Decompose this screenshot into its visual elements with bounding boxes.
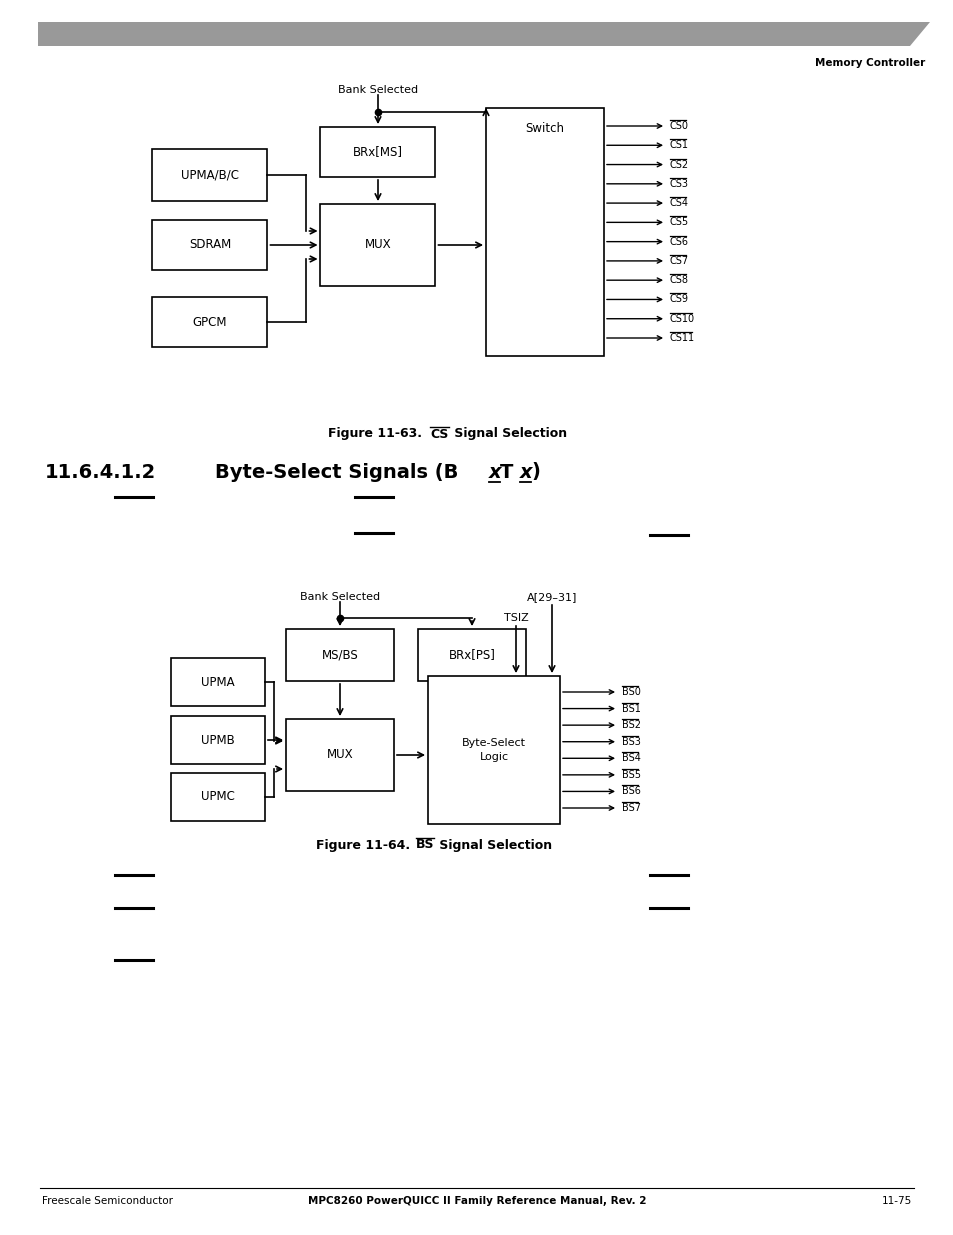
Text: Bank Selected: Bank Selected [299,592,379,601]
Text: BRx[PS]: BRx[PS] [448,648,495,662]
Text: x: x [519,462,532,482]
Text: CS11: CS11 [669,333,695,343]
Text: Figure 11-64.: Figure 11-64. [315,839,414,851]
Text: TSIZ: TSIZ [503,613,528,622]
Text: MUX: MUX [326,748,353,762]
Text: MPC8260 PowerQUICC II Family Reference Manual, Rev. 2: MPC8260 PowerQUICC II Family Reference M… [308,1195,645,1207]
Text: CS3: CS3 [669,179,688,189]
Text: CS1: CS1 [669,141,688,151]
Text: CS9: CS9 [669,294,688,305]
Bar [428,676,559,824]
Bar [171,773,265,821]
Text: GPCM: GPCM [193,315,227,329]
Text: CS: CS [430,427,448,441]
Text: SDRAM: SDRAM [189,238,231,252]
Text: ): ) [531,462,539,482]
Text: MUX: MUX [364,238,391,252]
Text: BS1: BS1 [621,704,640,714]
Text: CS8: CS8 [669,275,688,285]
Text: CS4: CS4 [669,198,688,207]
Bar [417,629,525,680]
Text: CS7: CS7 [669,256,688,266]
Bar [171,716,265,764]
Text: BRx[MS]: BRx[MS] [353,146,402,158]
Text: Bank Selected: Bank Selected [337,85,417,95]
Text: CS6: CS6 [669,237,688,247]
Text: MS/BS: MS/BS [321,648,358,662]
Text: BS7: BS7 [621,803,640,813]
Text: UPMC: UPMC [201,790,234,804]
Bar [152,149,267,201]
Text: CS2: CS2 [669,159,688,169]
Text: UPMB: UPMB [201,734,234,746]
Text: Signal Selection: Signal Selection [435,839,552,851]
Text: BS: BS [416,839,434,851]
Text: 11-75: 11-75 [881,1195,911,1207]
Text: UPMA: UPMA [201,676,234,688]
Text: Memory Controller: Memory Controller [814,58,924,68]
Text: Byte-Select
Logic: Byte-Select Logic [461,739,525,762]
Text: Freescale Semiconductor: Freescale Semiconductor [42,1195,172,1207]
Text: BS0: BS0 [621,687,640,697]
Bar [152,296,267,347]
Text: CS0: CS0 [669,121,688,131]
Text: A[29–31]: A[29–31] [526,592,577,601]
Text: Signal Selection: Signal Selection [450,427,566,441]
Text: Switch: Switch [525,122,564,135]
Text: T: T [499,462,513,482]
Text: x: x [489,462,501,482]
Text: CS10: CS10 [669,314,695,324]
Text: UPMA/B/C: UPMA/B/C [181,168,239,182]
Text: 11.6.4.1.2: 11.6.4.1.2 [45,462,156,482]
Text: BS3: BS3 [621,737,640,747]
Bar [485,107,603,356]
Text: BS4: BS4 [621,753,640,763]
Text: CS5: CS5 [669,217,688,227]
Text: Byte-Select Signals (B: Byte-Select Signals (B [214,462,457,482]
Polygon shape [38,22,929,46]
Bar [286,629,394,680]
Bar [320,127,435,177]
Bar [152,220,267,270]
Text: BS5: BS5 [621,769,640,779]
Text: Figure 11-63.: Figure 11-63. [328,427,426,441]
Bar [286,719,394,790]
Text: BS2: BS2 [621,720,640,730]
Bar [320,204,435,287]
Bar [171,658,265,706]
Text: BS6: BS6 [621,787,640,797]
